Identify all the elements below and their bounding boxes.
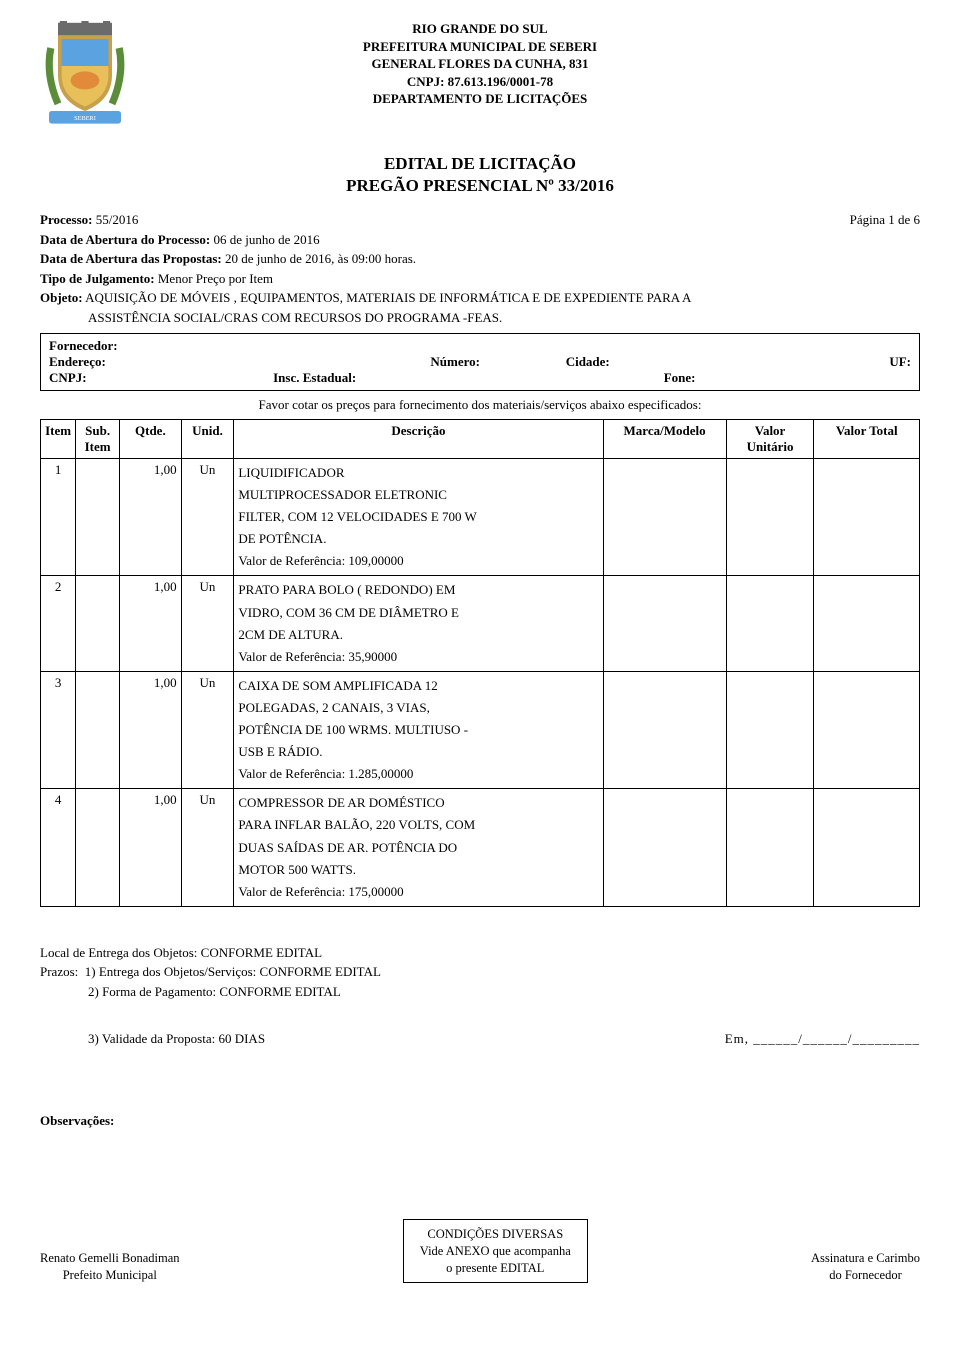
coat-of-arms-icon: SEBERI (40, 20, 130, 130)
process-block: Processo: 55/2016 Página 1 de 6 Data de … (40, 210, 920, 327)
sig-right-1: Assinatura e Carimbo (811, 1250, 920, 1267)
objeto-value-1: AQUISIÇÃO DE MÓVEIS , EQUIPAMENTOS, MATE… (85, 290, 691, 305)
item-description: PRATO PARA BOLO ( REDONDO) EMVIDRO, COM … (234, 576, 603, 671)
objeto-value-2: ASSISTÊNCIA SOCIAL/CRAS COM RECURSOS DO … (88, 308, 920, 328)
col-desc: Descrição (234, 420, 603, 459)
col-vt: Valor Total (814, 420, 920, 459)
table-header-row: Item Sub. Item Qtde. Unid. Descrição Mar… (41, 420, 920, 459)
insc-label: Insc. Estadual: (273, 370, 356, 386)
header-line-1: RIO GRANDE DO SUL (142, 20, 818, 38)
fone-label: Fone: (664, 370, 696, 386)
conditions-box: CONDIÇÕES DIVERSAS Vide ANEXO que acompa… (403, 1219, 588, 1284)
table-row: 31,00UnCAIXA DE SOM AMPLIFICADA 12POLEGA… (41, 671, 920, 788)
date-line: Em, ______/______/_________ (725, 1029, 920, 1049)
doc-subtitle: PREGÃO PRESENCIAL Nº 33/2016 (40, 176, 920, 196)
sig-right-2: do Fornecedor (811, 1267, 920, 1284)
abertura-processo-value: 06 de junho de 2016 (213, 232, 319, 247)
processo-label: Processo: 55/2016 (40, 210, 138, 230)
cidade-label: Cidade: (566, 354, 610, 370)
header-line-2: PREFEITURA MUNICIPAL DE SEBERI (142, 38, 818, 56)
header-text: RIO GRANDE DO SUL PREFEITURA MUNICIPAL D… (142, 20, 818, 108)
table-row: 21,00UnPRATO PARA BOLO ( REDONDO) EMVIDR… (41, 576, 920, 671)
supplier-box: Fornecedor: Endereço: Número: Cidade: UF… (40, 333, 920, 391)
favor-text: Favor cotar os preços para fornecimento … (40, 397, 920, 413)
prazo-1: 1) Entrega dos Objetos/Serviços: CONFORM… (85, 964, 381, 979)
numero-label: Número: (430, 354, 480, 370)
sig-left-name: Renato Gemelli Bonadiman (40, 1250, 180, 1267)
table-row: 11,00UnLIQUIDIFICADORMULTIPROCESSADOR EL… (41, 459, 920, 576)
footer-block: Local de Entrega dos Objetos: CONFORME E… (40, 943, 920, 1049)
col-sub: Sub. Item (76, 420, 120, 459)
abertura-propostas-label: Data de Abertura das Propostas: (40, 251, 222, 266)
observacoes-label: Observações: (40, 1113, 920, 1129)
local-entrega: Local de Entrega dos Objetos: CONFORME E… (40, 943, 920, 963)
processo-value: 55/2016 (96, 212, 139, 227)
cond-line-2: Vide ANEXO que acompanha (420, 1243, 571, 1260)
endereco-label: Endereço: (49, 354, 106, 370)
sig-left-role: Prefeito Municipal (40, 1267, 180, 1284)
tipo-julgamento-value: Menor Preço por Item (158, 271, 273, 286)
svg-text:SEBERI: SEBERI (74, 115, 96, 122)
signature-left: Renato Gemelli Bonadiman Prefeito Munici… (40, 1250, 180, 1284)
prazo-2: 2) Forma de Pagamento: CONFORME EDITAL (40, 982, 920, 1002)
tipo-julgamento-label: Tipo de Julgamento: (40, 271, 155, 286)
cond-line-3: o presente EDITAL (420, 1260, 571, 1277)
cond-line-1: CONDIÇÕES DIVERSAS (420, 1226, 571, 1243)
prazos-label: Prazos: (40, 964, 78, 979)
abertura-propostas-value: 20 de junho de 2016, às 09:00 horas. (225, 251, 416, 266)
item-description: COMPRESSOR DE AR DOMÉSTICOPARA INFLAR BA… (234, 789, 603, 906)
col-vu: Valor Unitário (726, 420, 814, 459)
fornecedor-label: Fornecedor: (49, 338, 118, 354)
page-label: Página 1 de 6 (850, 210, 920, 230)
col-item: Item (41, 420, 76, 459)
table-row: 41,00UnCOMPRESSOR DE AR DOMÉSTICOPARA IN… (41, 789, 920, 906)
header-line-4: CNPJ: 87.613.196/0001-78 (142, 73, 818, 91)
uf-label: UF: (889, 354, 911, 370)
item-description: CAIXA DE SOM AMPLIFICADA 12POLEGADAS, 2 … (234, 671, 603, 788)
col-unid: Unid. (181, 420, 234, 459)
col-qtde: Qtde. (120, 420, 182, 459)
item-description: LIQUIDIFICADORMULTIPROCESSADOR ELETRONIC… (234, 459, 603, 576)
header-line-5: DEPARTAMENTO DE LICITAÇÕES (142, 90, 818, 108)
items-table: Item Sub. Item Qtde. Unid. Descrição Mar… (40, 419, 920, 907)
abertura-processo-label: Data de Abertura do Processo: (40, 232, 210, 247)
doc-title: EDITAL DE LICITAÇÃO (40, 154, 920, 174)
signature-row: Renato Gemelli Bonadiman Prefeito Munici… (40, 1219, 920, 1284)
cnpj-label: CNPJ: (49, 370, 87, 386)
header-block: SEBERI RIO GRANDE DO SUL PREFEITURA MUNI… (40, 20, 920, 130)
objeto-label: Objeto: (40, 290, 83, 305)
header-line-3: GENERAL FLORES DA CUNHA, 831 (142, 55, 818, 73)
prazo-3: 3) Validade da Proposta: 60 DIAS (40, 1029, 265, 1049)
signature-right: Assinatura e Carimbo do Fornecedor (811, 1250, 920, 1284)
col-marca: Marca/Modelo (603, 420, 726, 459)
